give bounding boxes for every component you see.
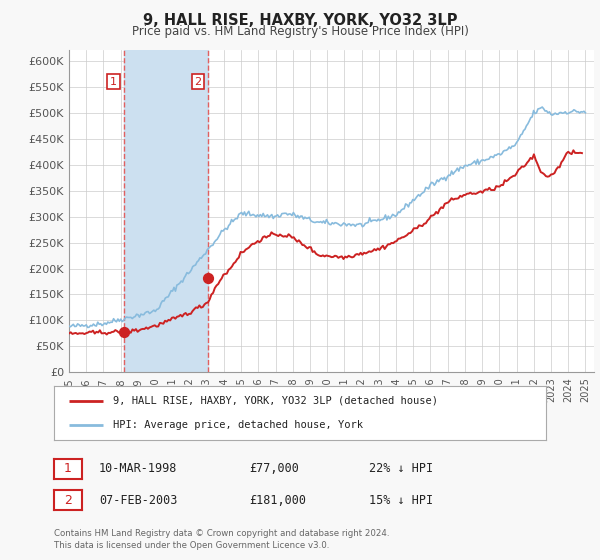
Text: Price paid vs. HM Land Registry's House Price Index (HPI): Price paid vs. HM Land Registry's House … <box>131 25 469 38</box>
Point <box>119 328 129 337</box>
Text: 10-MAR-1998: 10-MAR-1998 <box>99 462 178 475</box>
Text: 22% ↓ HPI: 22% ↓ HPI <box>369 462 433 475</box>
Text: 1: 1 <box>110 77 117 87</box>
Text: HPI: Average price, detached house, York: HPI: Average price, detached house, York <box>113 420 363 430</box>
Text: 07-FEB-2003: 07-FEB-2003 <box>99 493 178 507</box>
Text: 15% ↓ HPI: 15% ↓ HPI <box>369 493 433 507</box>
Text: 2: 2 <box>194 77 202 87</box>
Text: Contains HM Land Registry data © Crown copyright and database right 2024.: Contains HM Land Registry data © Crown c… <box>54 529 389 538</box>
Text: 2: 2 <box>64 493 72 507</box>
Bar <box>124 50 208 372</box>
Text: 9, HALL RISE, HAXBY, YORK, YO32 3LP (detached house): 9, HALL RISE, HAXBY, YORK, YO32 3LP (det… <box>113 396 438 406</box>
Point <box>203 274 213 283</box>
Text: This data is licensed under the Open Government Licence v3.0.: This data is licensed under the Open Gov… <box>54 542 329 550</box>
Text: £77,000: £77,000 <box>249 462 299 475</box>
Text: 9, HALL RISE, HAXBY, YORK, YO32 3LP: 9, HALL RISE, HAXBY, YORK, YO32 3LP <box>143 13 457 27</box>
Text: 1: 1 <box>64 462 72 475</box>
Text: £181,000: £181,000 <box>249 493 306 507</box>
